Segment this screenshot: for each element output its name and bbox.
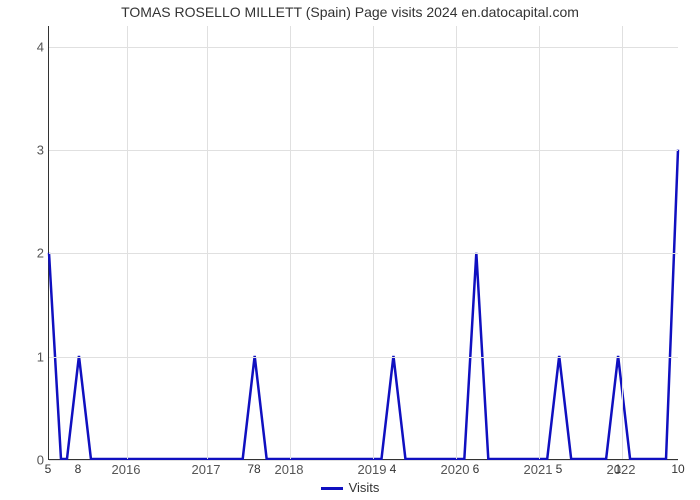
grid-line-horizontal: [49, 460, 678, 461]
grid-line-vertical: [207, 26, 208, 459]
x-tick-label: 2020: [441, 462, 470, 477]
grid-line-vertical: [127, 26, 128, 459]
grid-line-horizontal: [49, 150, 678, 151]
grid-line-vertical: [456, 26, 457, 459]
x-tick-label: 2018: [275, 462, 304, 477]
grid-line-vertical: [622, 26, 623, 459]
y-tick-label: 0: [4, 453, 44, 468]
y-tick-label: 3: [4, 143, 44, 158]
data-point-label: 8: [75, 462, 82, 476]
grid-line-vertical: [539, 26, 540, 459]
grid-line-horizontal: [49, 253, 678, 254]
plot-area: [48, 26, 678, 460]
y-tick-label: 2: [4, 246, 44, 261]
data-point-label: 10: [671, 462, 684, 476]
line-series: [49, 26, 678, 459]
grid-line-horizontal: [49, 357, 678, 358]
y-tick-label: 4: [4, 39, 44, 54]
x-tick-label: 2016: [112, 462, 141, 477]
chart-container: { "chart": { "type": "line", "title": "T…: [0, 0, 700, 500]
data-point-label: 5: [556, 462, 563, 476]
chart-title: TOMAS ROSELLO MILLETT (Spain) Page visit…: [0, 4, 700, 20]
legend-label: Visits: [349, 480, 380, 495]
x-tick-label: 2021: [524, 462, 553, 477]
grid-line-vertical: [373, 26, 374, 459]
data-point-label: 6: [473, 462, 480, 476]
data-point-label: 1: [615, 462, 622, 476]
data-point-label: 5: [45, 462, 52, 476]
y-tick-label: 1: [4, 349, 44, 364]
data-point-label: 78: [247, 462, 260, 476]
data-point-label: 4: [390, 462, 397, 476]
x-axis-legend: Visits: [0, 480, 700, 495]
x-tick-label: 2017: [192, 462, 221, 477]
grid-line-horizontal: [49, 47, 678, 48]
grid-line-vertical: [290, 26, 291, 459]
x-tick-label: 2019: [358, 462, 387, 477]
legend-swatch: [321, 487, 343, 490]
